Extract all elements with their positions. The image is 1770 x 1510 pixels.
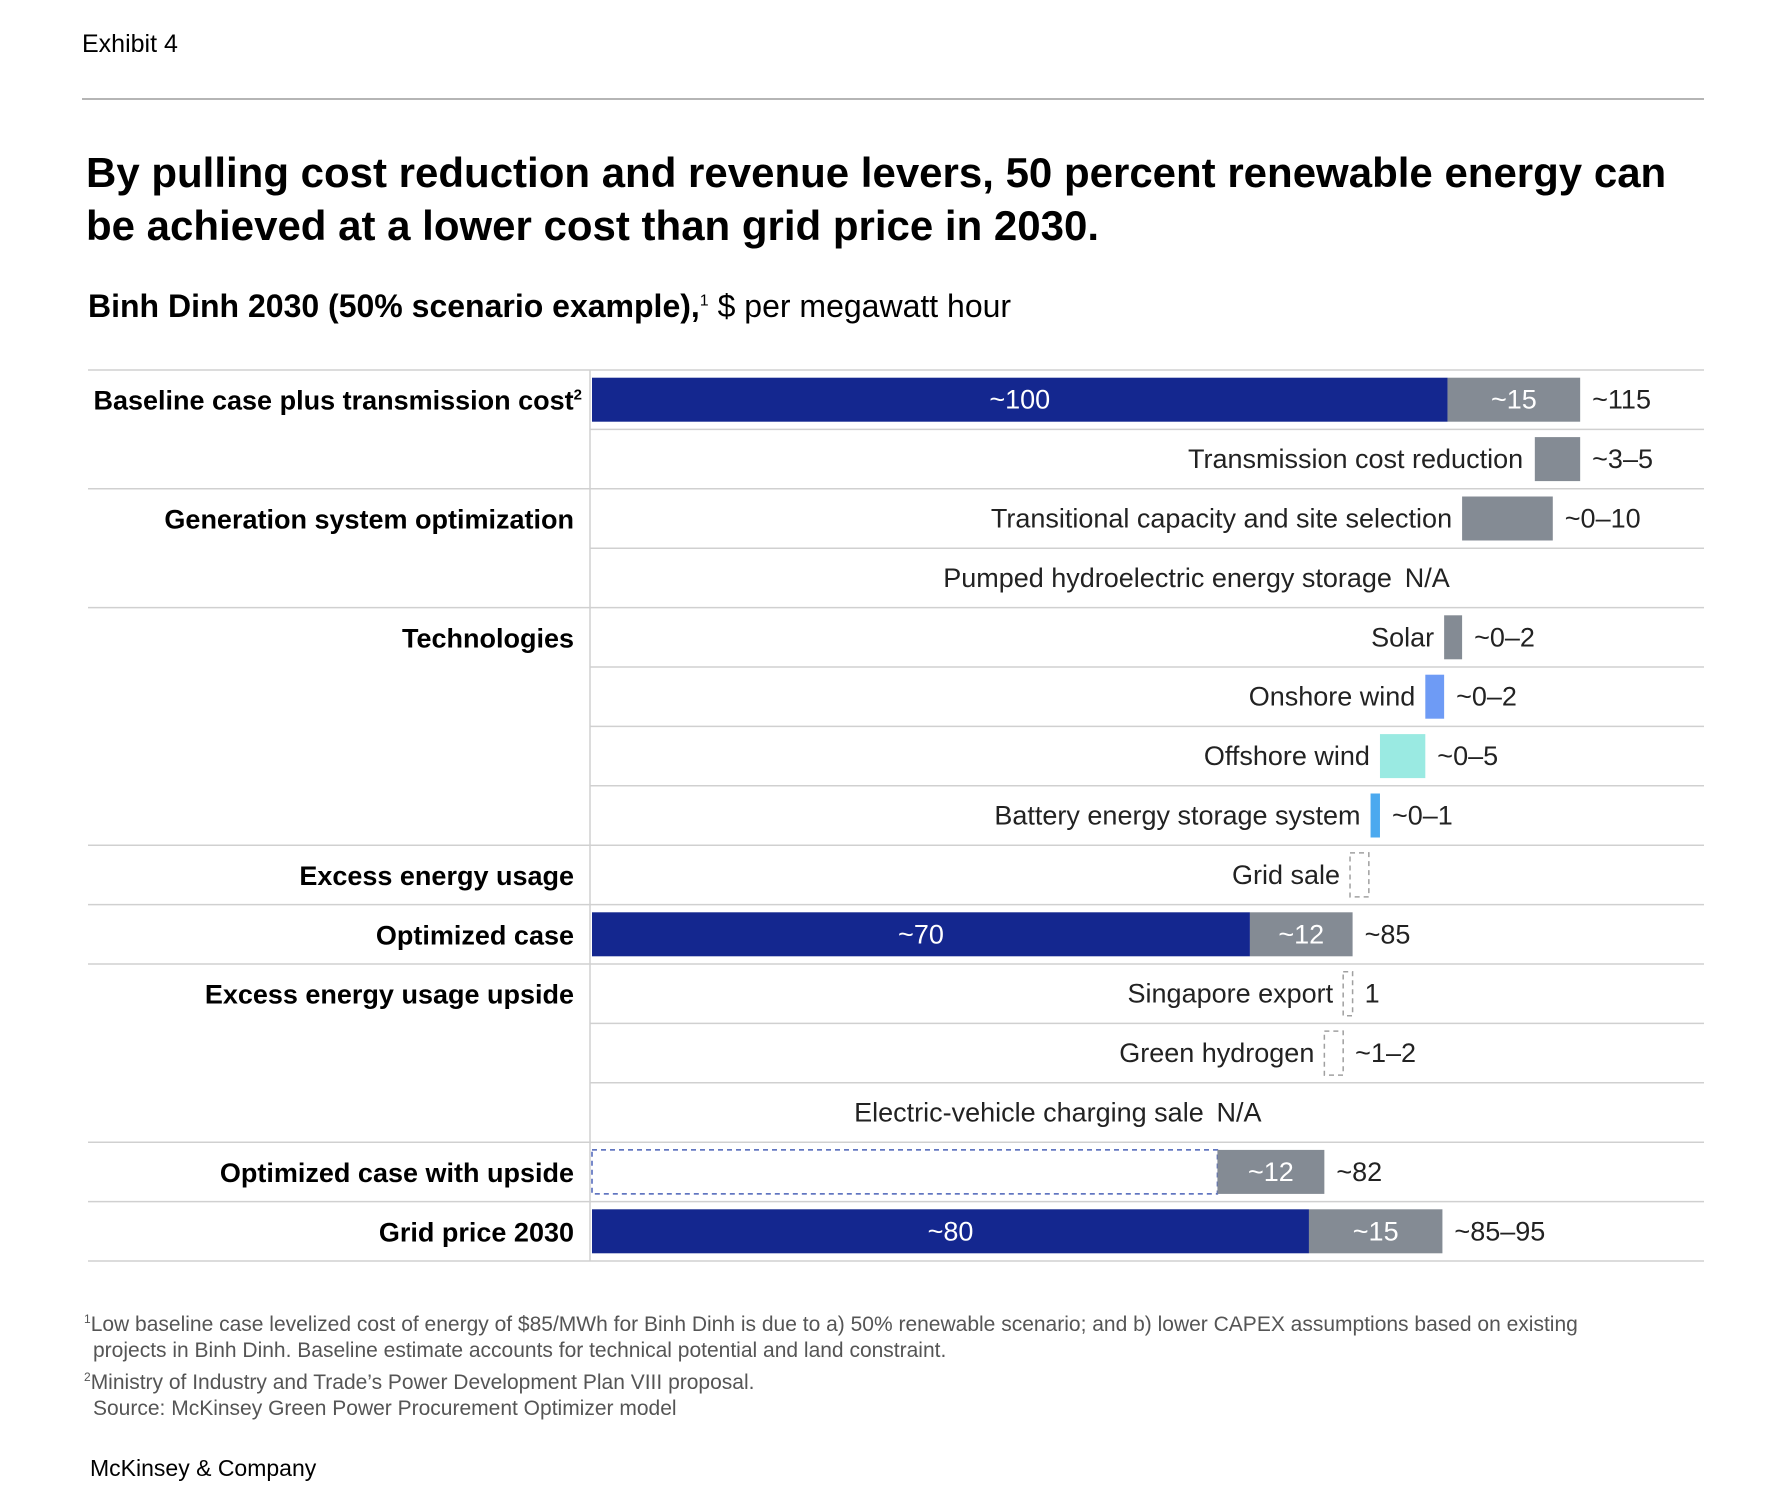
value-label: ~0–5 xyxy=(1437,741,1498,771)
footnotes: 1Low baseline case levelized cost of ene… xyxy=(84,1306,1714,1422)
bar-segment-dashed xyxy=(1349,852,1370,898)
bar-segment xyxy=(1379,734,1426,779)
value-label: N/A xyxy=(1405,563,1450,593)
chart-title: By pulling cost reduction and revenue le… xyxy=(86,149,1667,249)
brand-name: McKinsey & Company xyxy=(90,1455,317,1481)
value-label: 1 xyxy=(1365,979,1380,1009)
value-label: ~1–2 xyxy=(1355,1038,1416,1068)
lever-label: Onshore wind xyxy=(1249,682,1416,712)
footnote-1-line-2: projects in Binh Dinh. Baseline estimate… xyxy=(93,1339,947,1362)
value-label: N/A xyxy=(1217,1098,1262,1128)
bar-segment xyxy=(1447,377,1581,422)
top-divider xyxy=(82,98,1704,100)
subtitle-unit: $ per megawatt hour xyxy=(708,288,1012,324)
segment-label: ~100 xyxy=(989,385,1050,415)
category-label: Generation system optimization xyxy=(164,505,574,535)
value-label: ~85 xyxy=(1365,919,1411,949)
category-footnote-ref: 2 xyxy=(574,387,582,404)
lever-label: Offshore wind xyxy=(1204,741,1370,771)
category-label: Optimized case xyxy=(376,920,574,950)
value-label: ~0–2 xyxy=(1456,682,1517,712)
exhibit-label: Exhibit 4 xyxy=(82,30,178,58)
segment-label: ~15 xyxy=(1353,1216,1399,1246)
subtitle-footnote-ref: 1 xyxy=(699,292,709,310)
bar-segment-dashed xyxy=(1342,970,1354,1017)
source-note: Source: McKinsey Green Power Procurement… xyxy=(93,1397,677,1420)
bar-segment xyxy=(1249,912,1353,957)
footnote-1-line-1: 1Low baseline case levelized cost of ene… xyxy=(84,1306,1714,1338)
lever-label: Singapore export xyxy=(1128,979,1334,1009)
value-label: ~3–5 xyxy=(1592,444,1653,474)
lever-label: Transmission cost reduction xyxy=(1188,444,1523,474)
bar-segment xyxy=(1444,615,1463,660)
bar-segment xyxy=(1370,793,1380,838)
value-label: ~85–95 xyxy=(1454,1216,1545,1246)
lever-label: Grid sale xyxy=(1232,860,1340,890)
footnote-1-text: Low baseline case levelized cost of ener… xyxy=(90,1313,1578,1336)
footnote-2: 2Ministry of Industry and Trade’s Power … xyxy=(84,1364,1714,1396)
chart-subtitle: Binh Dinh 2030 (50% scenario example),1 … xyxy=(88,288,1011,325)
value-label: ~0–2 xyxy=(1474,622,1535,652)
bar-segment xyxy=(1462,496,1553,541)
bar-segment-dashed xyxy=(1323,1030,1344,1076)
value-label: ~82 xyxy=(1336,1157,1382,1187)
segment-label: ~15 xyxy=(1491,385,1537,415)
footnote-2-text: Ministry of Industry and Trade’s Power D… xyxy=(90,1371,755,1394)
lever-label: Battery energy storage system xyxy=(994,801,1360,831)
category-label: Excess energy usage upside xyxy=(205,980,574,1010)
bar-segment xyxy=(1308,1209,1443,1254)
value-label: ~0–1 xyxy=(1392,801,1453,831)
bar-segment xyxy=(592,377,1448,422)
lever-label: Green hydrogen xyxy=(1119,1038,1314,1068)
bar-segment xyxy=(1534,437,1581,482)
category-label: Optimized case with upside xyxy=(220,1158,574,1188)
bar-segment-dashed xyxy=(591,1149,1219,1195)
category-label: Grid price 2030 xyxy=(379,1217,574,1247)
bar-segment xyxy=(1217,1149,1325,1194)
segment-label: ~80 xyxy=(928,1216,974,1246)
lever-label: Solar xyxy=(1371,622,1434,652)
footnote-2-marker: 2 xyxy=(84,1370,91,1384)
segment-label: ~70 xyxy=(898,919,944,949)
lever-label: Electric-vehicle charging sale xyxy=(854,1098,1204,1128)
bar-segment xyxy=(592,1209,1309,1254)
segment-label: ~12 xyxy=(1248,1157,1294,1187)
category-label: Excess energy usage xyxy=(299,861,574,891)
lever-label: Pumped hydroelectric energy storage xyxy=(943,563,1392,593)
segment-label: ~12 xyxy=(1278,919,1324,949)
bar-segment xyxy=(1425,674,1445,719)
bar-segment xyxy=(592,912,1250,957)
category-label: Baseline case plus transmission cost2 xyxy=(93,386,582,416)
category-label: Technologies xyxy=(402,623,574,653)
value-label: ~115 xyxy=(1592,385,1651,415)
subtitle-region: Binh Dinh 2030 (50% scenario example), xyxy=(88,288,700,324)
lever-label: Transitional capacity and site selection xyxy=(991,504,1452,534)
value-label: ~0–10 xyxy=(1565,504,1641,534)
footnote-1-marker: 1 xyxy=(84,1312,91,1326)
waterfall-chart: Baseline case plus transmission cost2 ~10… xyxy=(88,369,1704,1262)
